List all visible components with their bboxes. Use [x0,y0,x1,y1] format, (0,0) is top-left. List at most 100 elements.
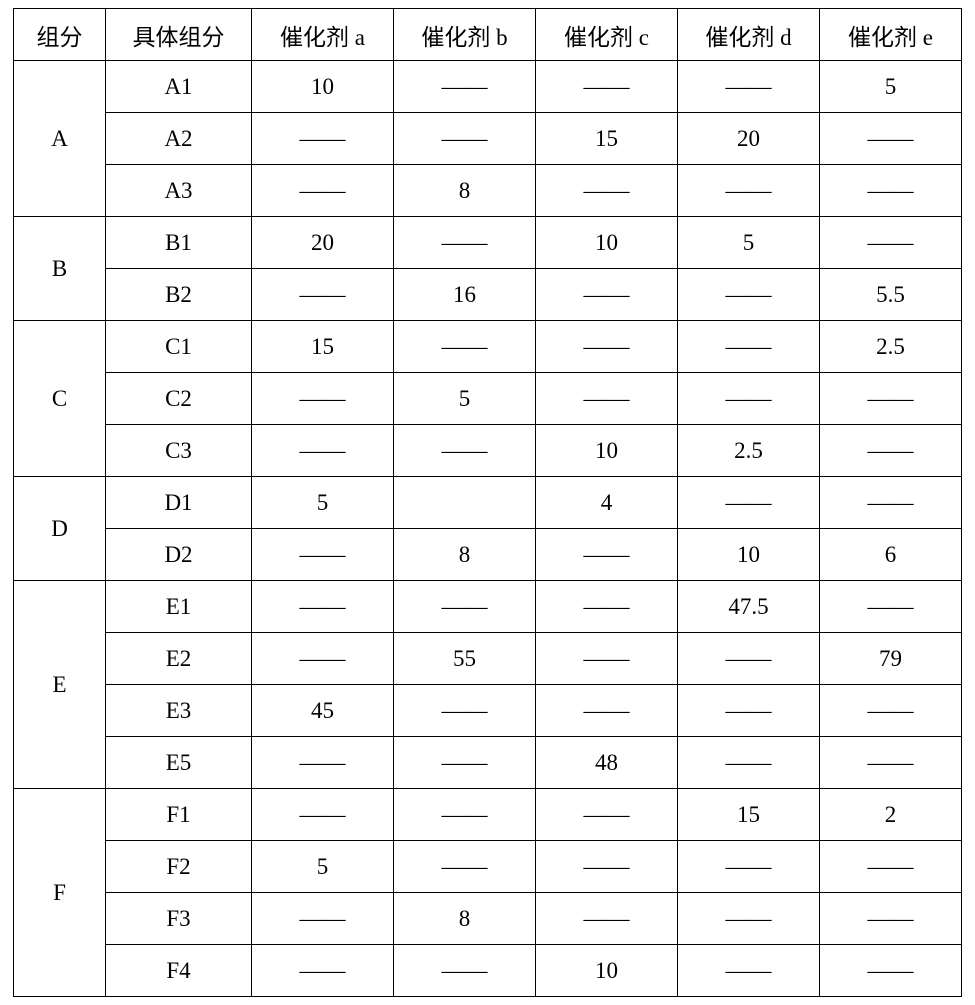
subgroup-label: C2 [106,373,252,425]
cell: 5 [252,477,394,529]
cell: —— [536,841,678,893]
cell: 48 [536,737,678,789]
cell: —— [678,737,820,789]
group-label: A [14,61,106,217]
table-row: E3 45 —— —— —— —— [14,685,962,737]
cell: —— [678,269,820,321]
cell: —— [394,425,536,477]
cell: —— [536,61,678,113]
table-row: F2 5 —— —— —— —— [14,841,962,893]
subgroup-label: B1 [106,217,252,269]
table-row: C3 —— —— 10 2.5 —— [14,425,962,477]
col-header-group: 组分 [14,9,106,61]
subgroup-label: D1 [106,477,252,529]
cell: —— [678,477,820,529]
cell: 5 [252,841,394,893]
col-header-cat-b: 催化剂 b [394,9,536,61]
cell: —— [820,893,962,945]
table-row: D2 —— 8 —— 10 6 [14,529,962,581]
cell: —— [678,321,820,373]
cell: 2.5 [678,425,820,477]
cell: —— [820,373,962,425]
subgroup-label: C3 [106,425,252,477]
cell: —— [536,529,678,581]
cell: —— [394,737,536,789]
cell: 8 [394,165,536,217]
cell: —— [394,113,536,165]
cell: 8 [394,529,536,581]
cell: —— [252,581,394,633]
cell: —— [536,373,678,425]
cell: 55 [394,633,536,685]
cell: —— [252,113,394,165]
cell: 5 [820,61,962,113]
cell: —— [252,945,394,997]
catalyst-table: 组分 具体组分 催化剂 a 催化剂 b 催化剂 c 催化剂 d 催化剂 e A … [13,8,962,997]
cell: —— [536,633,678,685]
cell: —— [820,113,962,165]
subgroup-label: F2 [106,841,252,893]
cell: 5.5 [820,269,962,321]
table-row: F4 —— —— 10 —— —— [14,945,962,997]
cell: —— [536,581,678,633]
subgroup-label: D2 [106,529,252,581]
cell: 15 [536,113,678,165]
cell: 20 [252,217,394,269]
cell: 10 [536,945,678,997]
cell: 10 [536,425,678,477]
cell: —— [820,945,962,997]
col-header-cat-a: 催化剂 a [252,9,394,61]
col-header-cat-d: 催化剂 d [678,9,820,61]
cell: —— [678,373,820,425]
cell: —— [536,685,678,737]
subgroup-label: C1 [106,321,252,373]
table-row: A A1 10 —— —— —— 5 [14,61,962,113]
cell: 79 [820,633,962,685]
cell: —— [252,269,394,321]
cell [394,477,536,529]
cell: 6 [820,529,962,581]
cell: —— [820,581,962,633]
cell: —— [678,633,820,685]
cell: 5 [678,217,820,269]
subgroup-label: E5 [106,737,252,789]
table-row: C2 —— 5 —— —— —— [14,373,962,425]
subgroup-label: E2 [106,633,252,685]
cell: 10 [536,217,678,269]
cell: —— [678,165,820,217]
cell: —— [678,685,820,737]
cell: —— [394,217,536,269]
cell: —— [252,893,394,945]
cell: —— [678,893,820,945]
cell: —— [394,789,536,841]
subgroup-label: E3 [106,685,252,737]
cell: —— [394,841,536,893]
table-row: A2 —— —— 15 20 —— [14,113,962,165]
cell: —— [820,425,962,477]
cell: —— [252,425,394,477]
cell: —— [252,373,394,425]
table-row: A3 —— 8 —— —— —— [14,165,962,217]
cell: —— [536,789,678,841]
col-header-subgroup: 具体组分 [106,9,252,61]
cell: —— [536,269,678,321]
cell: 5 [394,373,536,425]
subgroup-label: B2 [106,269,252,321]
cell: 2 [820,789,962,841]
cell: —— [252,789,394,841]
group-label: D [14,477,106,581]
group-label: E [14,581,106,789]
table-row: E E1 —— —— —— 47.5 —— [14,581,962,633]
cell: 8 [394,893,536,945]
cell: —— [394,321,536,373]
cell: —— [678,61,820,113]
group-label: C [14,321,106,477]
cell: 16 [394,269,536,321]
table-header-row: 组分 具体组分 催化剂 a 催化剂 b 催化剂 c 催化剂 d 催化剂 e [14,9,962,61]
cell: 47.5 [678,581,820,633]
cell: 10 [252,61,394,113]
cell: 2.5 [820,321,962,373]
cell: 45 [252,685,394,737]
cell: —— [252,529,394,581]
cell: —— [820,217,962,269]
